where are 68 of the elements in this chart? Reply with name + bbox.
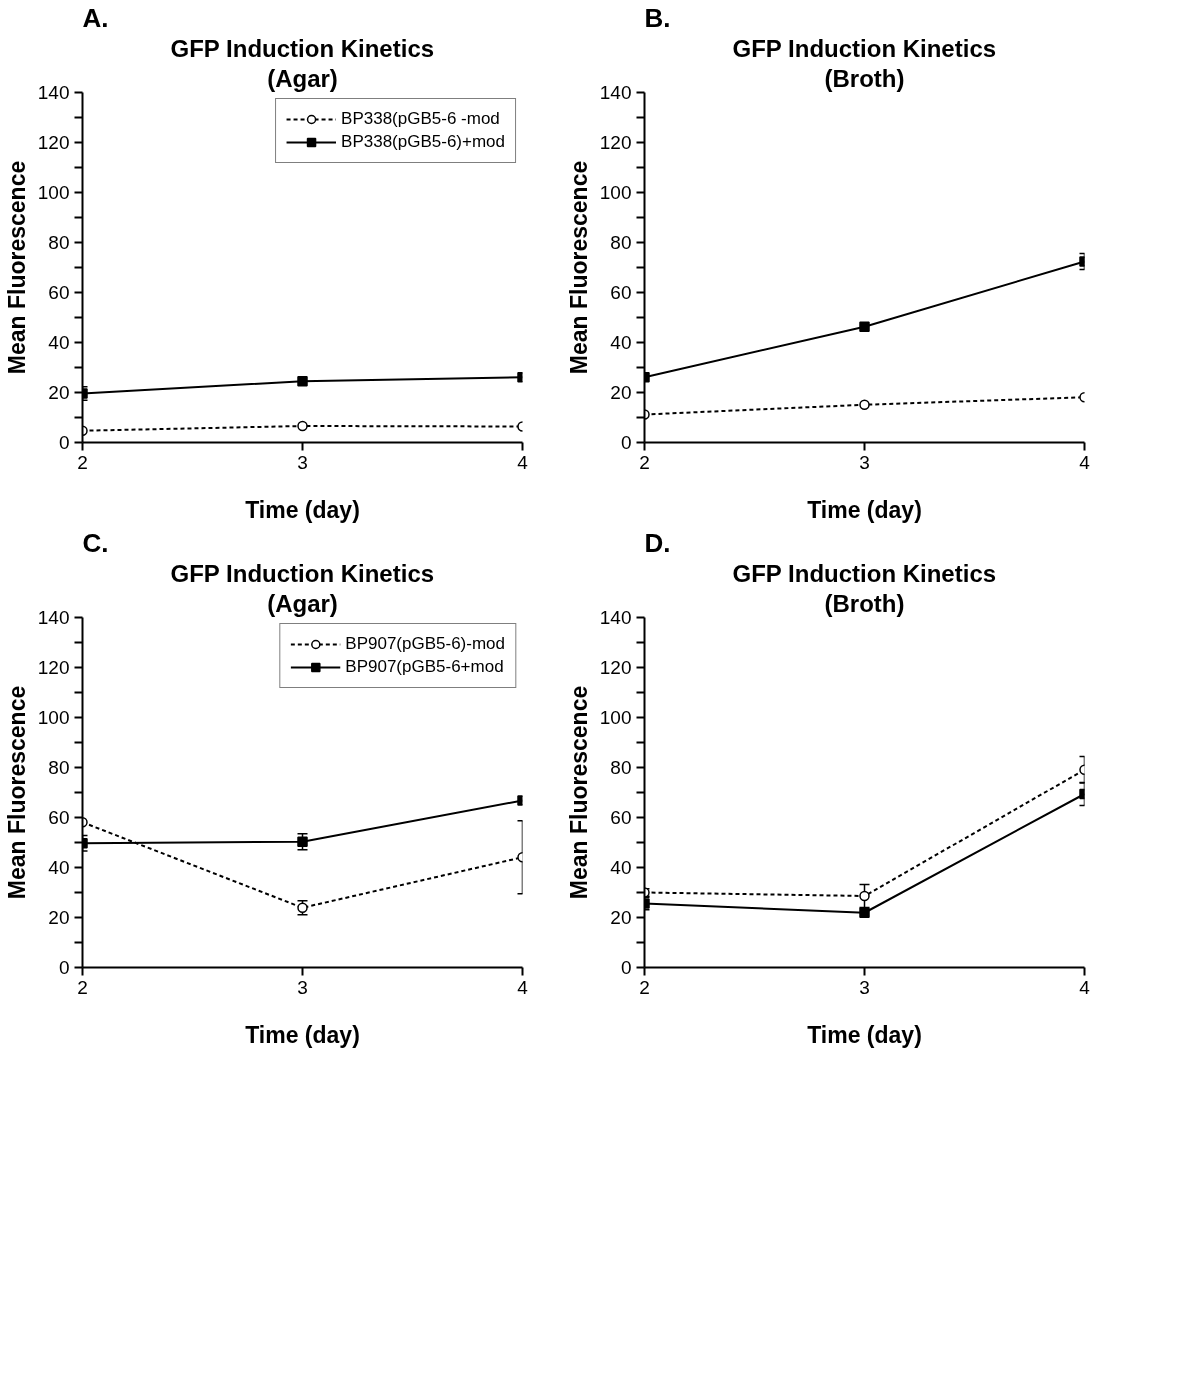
chart-subtitle: (Broth) <box>824 589 905 617</box>
y-tick-label: 40 <box>48 857 70 878</box>
x-tick-label: 2 <box>639 976 650 998</box>
x-tick-label: 4 <box>1079 976 1091 998</box>
y-tick-label: 140 <box>599 82 632 103</box>
y-tick-label: 140 <box>37 607 70 628</box>
x-tick-label: 4 <box>1079 451 1091 473</box>
x-axis-title: Time (day) <box>245 496 360 523</box>
x-tick-label: 2 <box>77 976 88 998</box>
text: D. <box>644 527 671 558</box>
y-tick-label: 140 <box>599 607 632 628</box>
x-tick-label: 3 <box>859 451 870 473</box>
x-tick-label: 2 <box>77 451 88 473</box>
y-tick-label: 20 <box>48 382 70 403</box>
chart-subtitle: (Broth) <box>824 64 905 92</box>
x-tick-label: 4 <box>517 976 529 998</box>
y-axis-title: Mean Fluorescence <box>3 685 30 900</box>
y-tick-label: 140 <box>37 82 70 103</box>
x-tick-label: 3 <box>297 976 308 998</box>
y-axis-title: Mean Fluorescence <box>3 160 30 375</box>
y-tick-label: 60 <box>610 282 632 303</box>
chart-subtitle: (Agar) <box>267 589 338 617</box>
chart-title: GFP Induction Kinetics <box>170 34 435 62</box>
chart-title: GFP Induction Kinetics <box>170 559 435 587</box>
y-tick-label: 100 <box>37 707 70 728</box>
legend-label: BP338(pGB5-6)+mod <box>341 132 505 152</box>
y-tick-label: 0 <box>58 957 70 978</box>
y-tick-label: 20 <box>610 907 632 928</box>
x-axis-title: Time (day) <box>245 1021 360 1048</box>
y-tick-label: 100 <box>599 707 632 728</box>
legend-label: BP907(pGB5-6+mod <box>345 657 504 677</box>
y-tick-label: 40 <box>48 332 70 353</box>
x-tick-label: 3 <box>297 451 308 473</box>
y-tick-label: 120 <box>37 657 70 678</box>
y-tick-label: 20 <box>48 907 70 928</box>
x-axis-title: Time (day) <box>807 496 922 523</box>
x-axis-title: Time (day) <box>807 1021 922 1048</box>
y-tick-label: 80 <box>610 232 632 253</box>
y-tick-label: 60 <box>48 807 70 828</box>
y-tick-label: 120 <box>37 132 70 153</box>
y-tick-label: 40 <box>610 332 632 353</box>
y-tick-label: 60 <box>48 282 70 303</box>
y-tick-label: 80 <box>610 757 632 778</box>
y-tick-label: 0 <box>620 432 632 453</box>
y-tick-label: 80 <box>48 232 70 253</box>
y-tick-label: 120 <box>599 657 632 678</box>
y-axis-title: Mean Fluorescence <box>565 160 592 375</box>
x-tick-label: 2 <box>639 451 650 473</box>
legend-label: BP338(pGB5-6 -mod <box>341 109 500 129</box>
chart-title: GFP Induction Kinetics <box>732 559 997 587</box>
text: C. <box>82 527 109 558</box>
y-tick-label: 20 <box>610 382 632 403</box>
y-tick-label: 0 <box>58 432 70 453</box>
y-axis-title: Mean Fluorescence <box>565 685 592 900</box>
legend-label: BP907(pGB5-6)-mod <box>345 634 505 654</box>
y-tick-label: 100 <box>37 182 70 203</box>
text: B. <box>644 2 671 33</box>
y-tick-label: 120 <box>599 132 632 153</box>
chart-title: GFP Induction Kinetics <box>732 34 997 62</box>
y-tick-label: 40 <box>610 857 632 878</box>
y-tick-label: 0 <box>620 957 632 978</box>
y-tick-label: 100 <box>599 182 632 203</box>
chart-subtitle: (Agar) <box>267 64 338 92</box>
y-tick-label: 80 <box>48 757 70 778</box>
x-tick-label: 3 <box>859 976 870 998</box>
text: A. <box>82 2 109 33</box>
x-tick-label: 4 <box>517 451 529 473</box>
y-tick-label: 60 <box>610 807 632 828</box>
